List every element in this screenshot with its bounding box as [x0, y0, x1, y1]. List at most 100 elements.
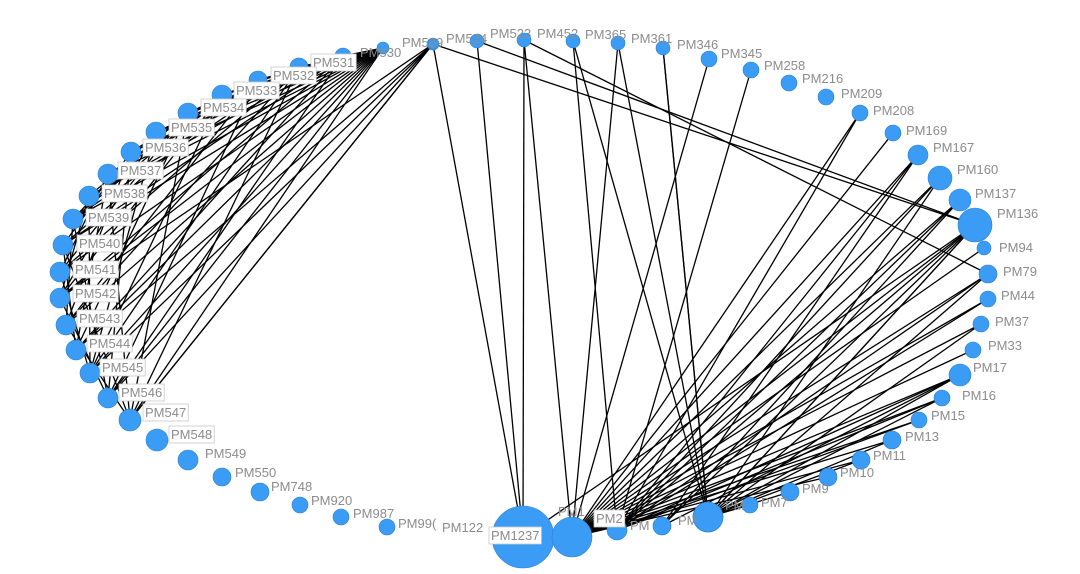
- label-pm99: PM99(: [398, 516, 437, 531]
- edge-pm37-pmb: [707, 323, 982, 518]
- label-pm345: PM345: [721, 46, 762, 61]
- node-pm16[interactable]: [933, 389, 951, 407]
- node-pm122[interactable]: [378, 518, 396, 536]
- edge-pm208-pm1: [571, 112, 861, 538]
- edge-pm452-pm79: [523, 39, 989, 275]
- label-pm33: PM33: [988, 338, 1022, 353]
- node-pm137[interactable]: [948, 188, 972, 212]
- label-pm13: PM13: [905, 429, 939, 444]
- edge-pm361-pmc: [617, 42, 709, 518]
- node-pm169[interactable]: [884, 124, 902, 142]
- node-pm11[interactable]: [851, 450, 871, 470]
- node-label-text: PM: [630, 518, 650, 533]
- node-pm33[interactable]: [964, 341, 982, 359]
- node-pm748[interactable]: [212, 467, 232, 487]
- node-label-text: PM536: [145, 140, 186, 155]
- edge-pm361-pm1: [571, 42, 619, 538]
- node-pm538[interactable]: [97, 163, 119, 185]
- node-label-text: PM543: [79, 311, 120, 326]
- node-label-text: PM538: [104, 186, 145, 201]
- node-label-text: PM345: [721, 46, 762, 61]
- node-pm542[interactable]: [49, 261, 71, 283]
- node-pm540[interactable]: [62, 208, 84, 230]
- node-pm9[interactable]: [780, 482, 800, 502]
- node-pm549[interactable]: [145, 428, 169, 452]
- label-box: [168, 118, 215, 137]
- node-pm136[interactable]: [957, 207, 993, 243]
- label-box: [488, 526, 542, 545]
- label-pm452: PM452: [537, 26, 578, 41]
- node-pm545[interactable]: [65, 339, 87, 361]
- node-label-text: PM1237: [491, 528, 539, 543]
- edge-pm524-pm1237: [432, 43, 524, 538]
- node-pm452[interactable]: [516, 32, 532, 48]
- node-pm258[interactable]: [742, 61, 760, 79]
- node-label-text: PM1: [558, 504, 585, 519]
- node-pm13[interactable]: [882, 430, 902, 450]
- edge-pm15-pm1: [571, 419, 920, 538]
- label-pm550: PM550: [235, 465, 276, 480]
- edge-pm160-pmc: [707, 177, 941, 518]
- label-pm543: PM543: [76, 309, 123, 328]
- node-pmc[interactable]: [692, 501, 724, 533]
- label-box: [76, 234, 123, 253]
- node-pm539[interactable]: [78, 185, 100, 207]
- node-label-text: PM: [678, 513, 698, 528]
- node-pm167[interactable]: [907, 144, 929, 166]
- node-pm550[interactable]: [177, 449, 199, 471]
- node-pm44[interactable]: [979, 290, 997, 308]
- node-pm346[interactable]: [655, 40, 671, 56]
- node-label-text: PM452: [537, 26, 578, 41]
- node-pm548[interactable]: [118, 408, 142, 432]
- node-pm17[interactable]: [948, 363, 972, 387]
- node-pm361[interactable]: [610, 35, 626, 51]
- node-pm543[interactable]: [49, 287, 71, 309]
- node-label-text: PM542: [75, 286, 116, 301]
- node-pm523[interactable]: [469, 33, 485, 49]
- node-label-text: PM547: [145, 405, 186, 420]
- node-pm1[interactable]: [551, 516, 593, 558]
- node-pm547[interactable]: [97, 387, 119, 409]
- node-pma[interactable]: [652, 516, 672, 536]
- edge-pm16-pm2: [616, 397, 943, 531]
- node-pm345[interactable]: [700, 50, 718, 68]
- node-pm79[interactable]: [978, 264, 998, 284]
- node-pm546[interactable]: [79, 362, 101, 384]
- node-pm537[interactable]: [120, 141, 142, 163]
- edge-pm530-pm548: [129, 47, 384, 421]
- node-pm7[interactable]: [741, 496, 759, 514]
- edge-pm136-pm2: [616, 224, 976, 531]
- node-pm530[interactable]: [376, 41, 390, 55]
- edge-pm533-pm547: [107, 79, 259, 399]
- node-pm541[interactable]: [52, 234, 74, 256]
- node-pm37[interactable]: [972, 315, 990, 333]
- node-pm99[interactable]: [332, 508, 350, 526]
- label-pm545: PM545: [99, 358, 146, 377]
- node-label-text: PM541: [75, 262, 116, 277]
- node-pm10[interactable]: [818, 467, 838, 487]
- label-pm361: PM361: [631, 31, 672, 46]
- edge-pm532-pm546: [89, 66, 300, 374]
- label-pm44: PM44: [1001, 288, 1035, 303]
- node-label-text: PM94: [999, 240, 1033, 255]
- edge-pm136-pm1: [571, 224, 976, 538]
- edge-pm136-pm1237: [522, 224, 976, 538]
- label-pm536: PM536: [142, 138, 189, 157]
- node-label-text: PM216: [802, 71, 843, 86]
- node-label-text: PM529: [402, 35, 443, 50]
- node-pm987[interactable]: [291, 496, 309, 514]
- node-pm209[interactable]: [817, 88, 835, 106]
- edge-pm79-pm1: [571, 273, 989, 538]
- node-pm365[interactable]: [565, 33, 581, 49]
- edge-pm523-pm136: [476, 40, 976, 226]
- node-label-text: PM258: [764, 58, 805, 73]
- node-pm15[interactable]: [910, 411, 928, 429]
- node-pm94[interactable]: [976, 240, 992, 256]
- node-pm160[interactable]: [927, 165, 953, 191]
- node-label-text: PM535: [171, 120, 212, 135]
- node-pm544[interactable]: [55, 314, 77, 336]
- node-pm529[interactable]: [427, 38, 439, 50]
- node-pm208[interactable]: [851, 104, 869, 122]
- node-pm216[interactable]: [780, 74, 798, 92]
- node-pm920[interactable]: [250, 482, 270, 502]
